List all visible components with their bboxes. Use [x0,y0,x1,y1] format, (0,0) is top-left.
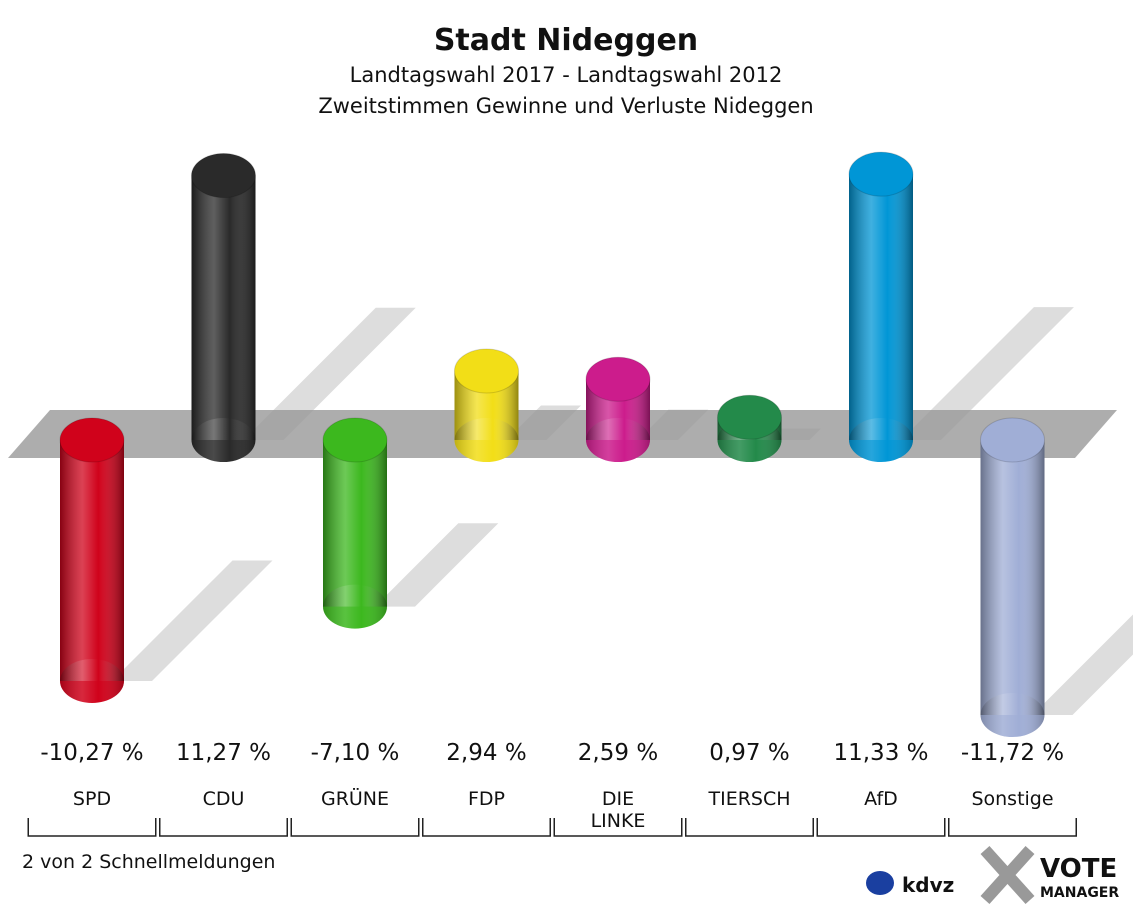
bar-shade [191,175,256,440]
logo-cross [980,845,1035,905]
category-label: SPD [73,788,111,810]
bar-bottom-shade [323,584,387,629]
labels: -10,27 % SPD 11,27 % CDU -7,10 % GRÜNE 2,94 % F… [27,740,1077,837]
bar-top [322,417,388,463]
chart-subtitle: Landtagswahl 2017 - Landtagswahl 2012 [350,63,783,87]
category-label: TIERSCH [707,788,790,810]
category-bracket [27,818,157,837]
category-bracket [685,818,814,837]
bars [59,151,1045,737]
bar-bottom-shade [454,418,519,462]
baseline-plane [8,410,1117,458]
bar-bottom-shade [60,658,124,703]
category-label: CDU [203,788,245,810]
bar-shadow [243,307,416,440]
category-label: FDP [468,788,505,810]
chart-title: Stadt Nideggen [434,23,698,58]
value-label: -7,10 % [311,740,400,766]
value-label: 2,94 % [446,740,526,766]
logo: kdvz VOTE MANAGER [866,845,1119,905]
value-label: -10,27 % [40,740,143,766]
bar-top [59,417,125,463]
chart-subtitle: Zweitstimmen Gewinne und Verluste Nidegg… [318,94,813,118]
bar-shadow [901,307,1074,440]
category-label: Sonstige [971,788,1053,810]
bar-top [717,394,782,440]
bar-bottom-shade [849,418,913,462]
bar-shade [849,174,913,441]
bar-shade [980,440,1045,715]
category-bracket [553,818,683,837]
value-label: 2,59 % [578,740,658,766]
bar-top [848,151,914,197]
value-label: 11,33 % [833,740,928,766]
value-label: -11,72 % [961,740,1064,766]
bar-shadow [1032,614,1133,715]
logo-text: VOTE [1040,854,1117,884]
bar-shadow [112,560,273,681]
bar-top [454,348,519,394]
category-label: DIE LINKE [591,788,646,832]
bar-shade [323,440,387,607]
category-bracket [290,818,420,837]
footer: 2 von 2 Schnellmeldungen [22,851,275,873]
value-label: 11,27 % [176,740,271,766]
category-bracket [159,818,288,837]
logo-text: kdvz [902,873,954,897]
logo-text: MANAGER [1040,885,1119,901]
bar-bottom-shade [191,418,256,462]
logo-icon [866,871,894,895]
bar-bottom-shade [980,693,1045,737]
category-bracket [816,818,946,837]
category-bracket [948,818,1077,837]
value-label: 0,97 % [709,740,789,766]
bar-bottom-shade [586,418,650,462]
bar-top [585,356,651,402]
bar-top [980,417,1045,463]
bar-shade [60,440,124,681]
category-bracket [422,818,551,837]
bar-top [191,153,256,199]
bar-shadow [375,523,499,607]
category-label: GRÜNE [321,787,389,810]
category-label: AfD [864,788,898,810]
shadows [112,307,1133,715]
